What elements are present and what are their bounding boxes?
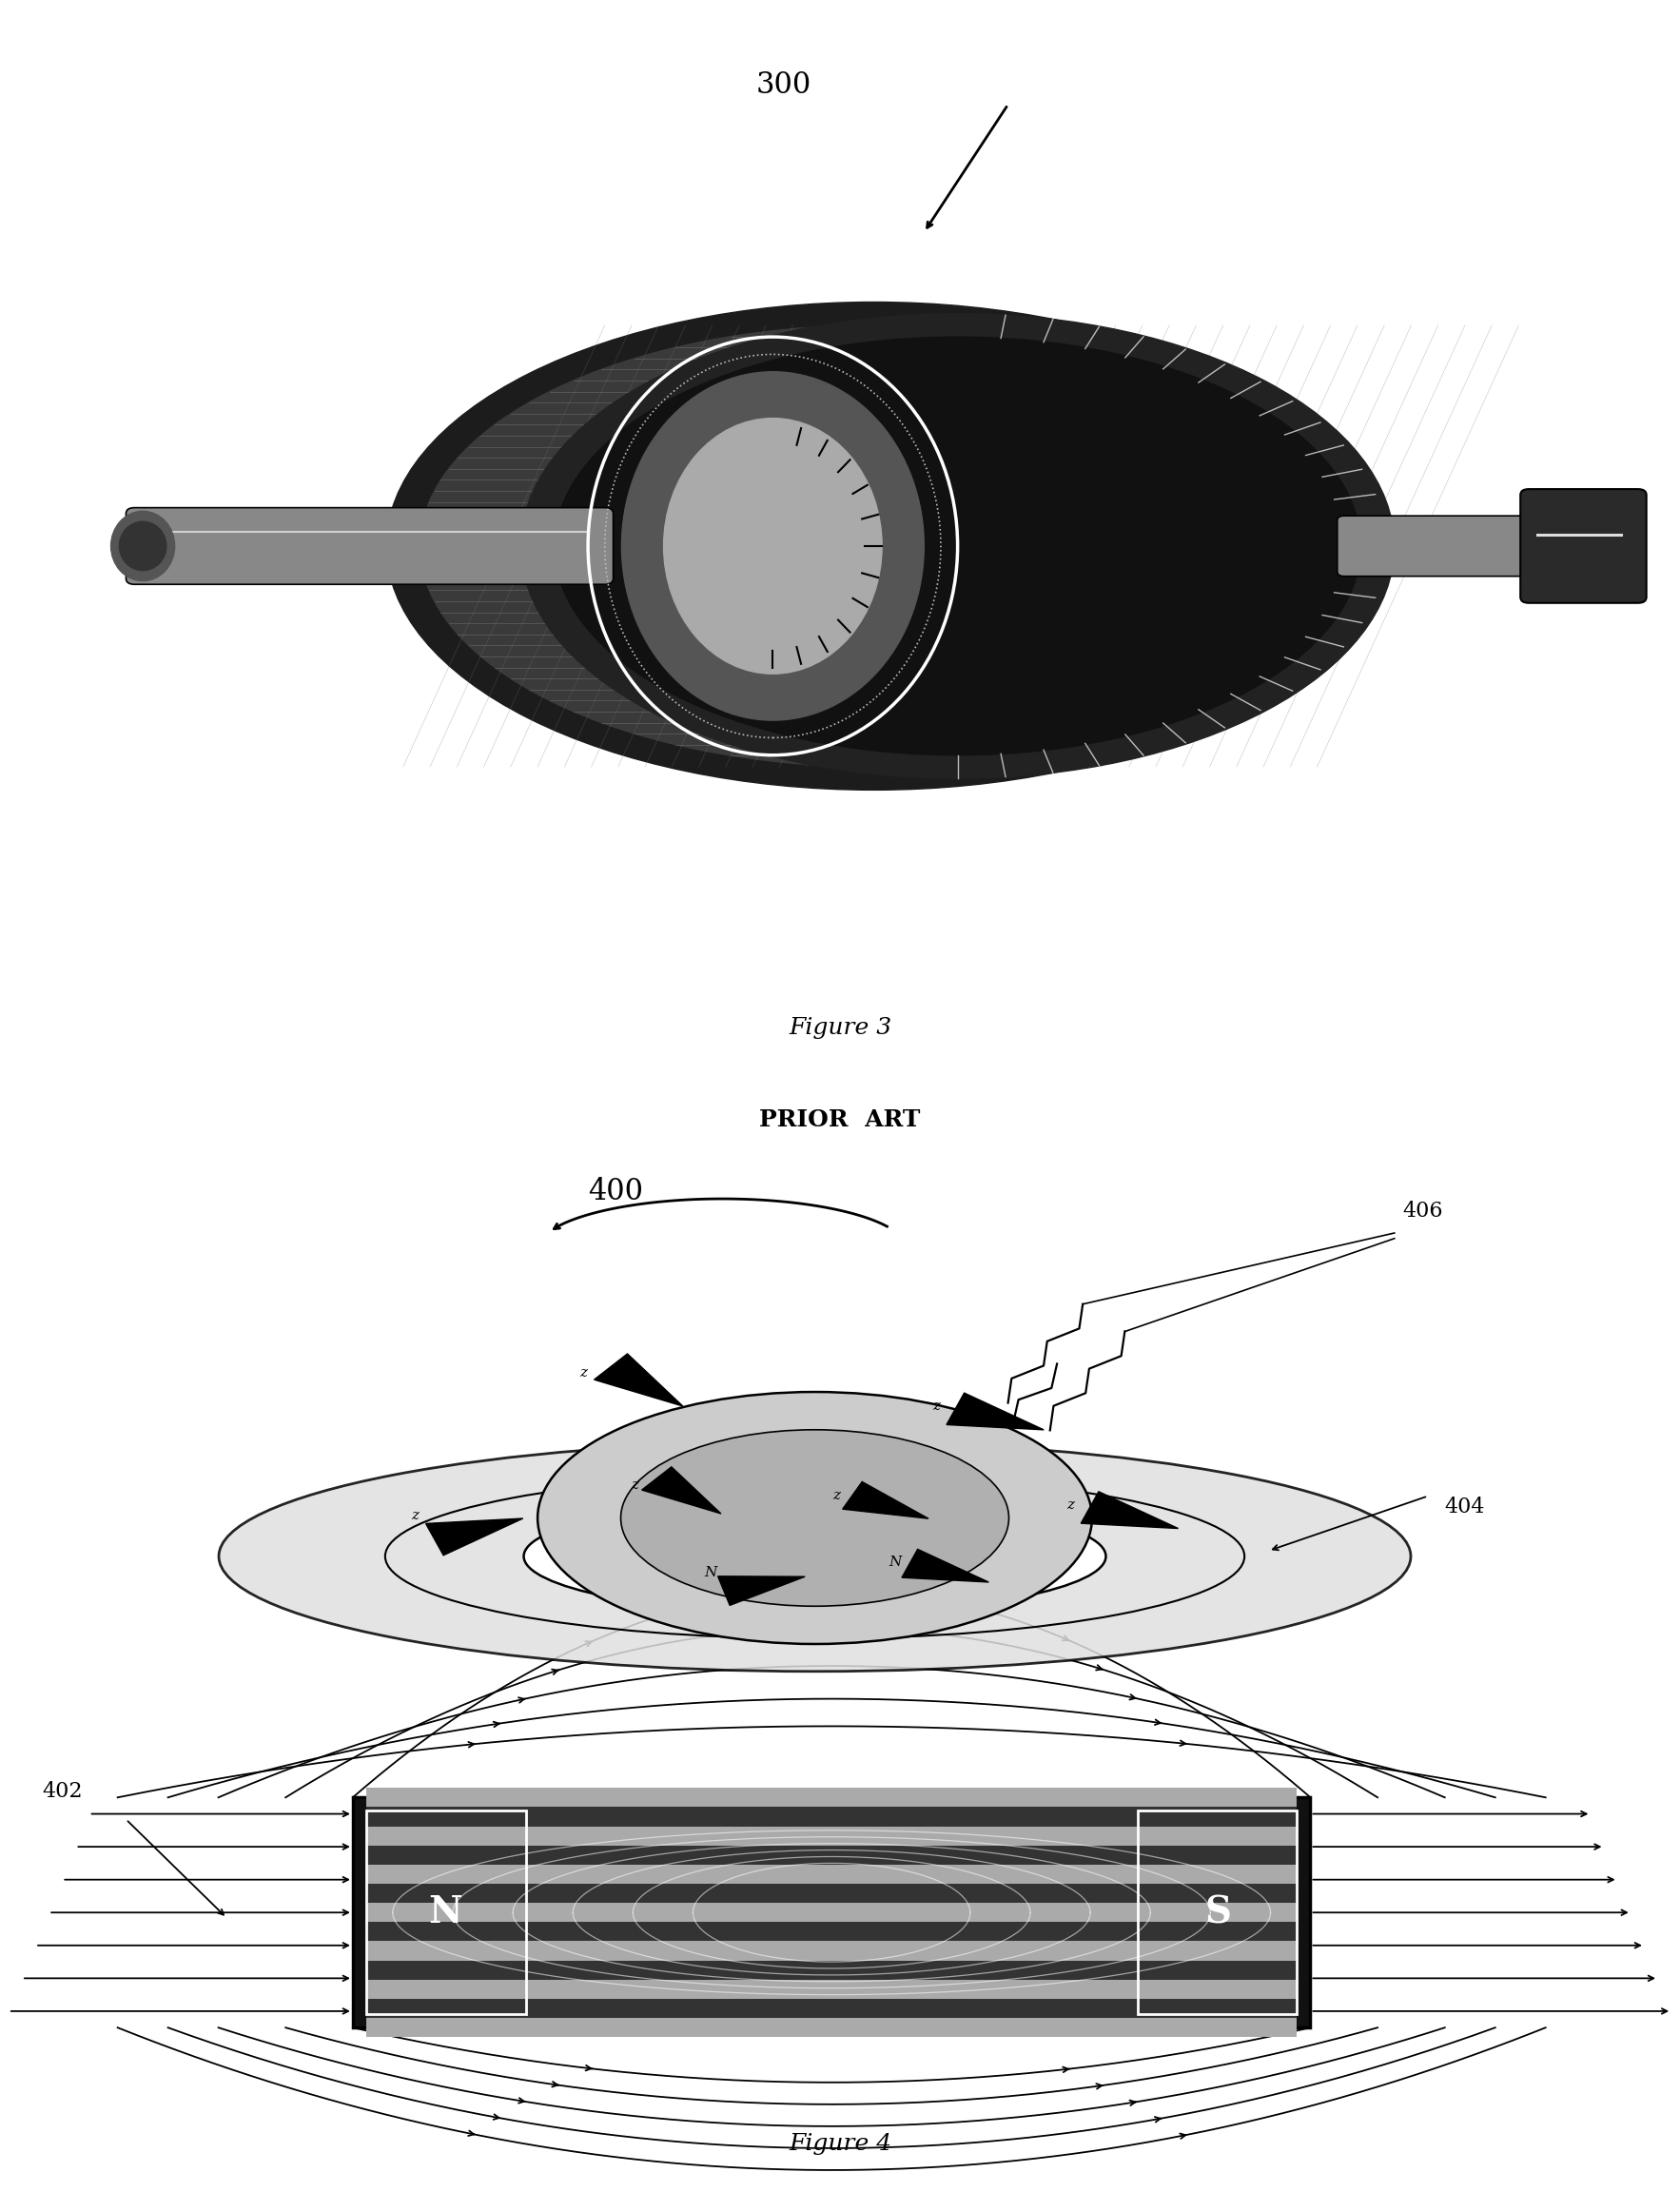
Polygon shape <box>946 1392 1043 1429</box>
Ellipse shape <box>420 324 1327 767</box>
Bar <box>366 1806 1297 1826</box>
FancyBboxPatch shape <box>126 509 613 585</box>
Bar <box>366 1811 526 2014</box>
Text: S: S <box>1205 1894 1231 1931</box>
Bar <box>366 1922 1297 1942</box>
Bar <box>353 1797 1310 2028</box>
Text: z: z <box>932 1398 939 1414</box>
Bar <box>1137 1811 1297 2014</box>
Bar <box>366 1960 1297 1979</box>
Polygon shape <box>595 1355 682 1405</box>
Text: z: z <box>833 1488 840 1504</box>
Polygon shape <box>642 1466 721 1515</box>
Bar <box>366 1865 1297 1883</box>
Ellipse shape <box>386 302 1361 789</box>
Text: 404: 404 <box>1445 1497 1485 1517</box>
Bar <box>366 1979 1297 1999</box>
FancyBboxPatch shape <box>1520 489 1646 603</box>
Text: PRIOR  ART: PRIOR ART <box>759 1109 921 1131</box>
Ellipse shape <box>538 1392 1092 1644</box>
Ellipse shape <box>524 1499 1105 1613</box>
Text: N: N <box>428 1894 462 1931</box>
Bar <box>366 2019 1297 2036</box>
Text: N: N <box>704 1565 717 1580</box>
Bar <box>366 1826 1297 1846</box>
Ellipse shape <box>521 313 1394 778</box>
FancyBboxPatch shape <box>1337 515 1569 576</box>
Bar <box>366 1789 1297 1806</box>
Ellipse shape <box>622 1429 1008 1607</box>
Text: z: z <box>580 1366 586 1381</box>
Bar <box>366 1903 1297 1922</box>
Polygon shape <box>717 1576 805 1605</box>
Text: 402: 402 <box>42 1782 82 1802</box>
Text: 400: 400 <box>588 1177 643 1208</box>
Text: 300: 300 <box>756 70 811 99</box>
Text: z: z <box>1067 1497 1074 1512</box>
Ellipse shape <box>554 338 1361 754</box>
Text: N: N <box>889 1554 902 1569</box>
Polygon shape <box>425 1519 522 1556</box>
Text: z: z <box>632 1477 638 1493</box>
Polygon shape <box>1080 1491 1178 1528</box>
Ellipse shape <box>218 1442 1411 1670</box>
Text: Figure 3: Figure 3 <box>788 1017 892 1039</box>
Bar <box>366 1942 1297 1960</box>
Polygon shape <box>843 1482 929 1519</box>
Ellipse shape <box>119 522 166 570</box>
Bar <box>366 1883 1297 1903</box>
Text: 406: 406 <box>1403 1201 1443 1221</box>
Text: Figure 4: Figure 4 <box>788 2133 892 2155</box>
Polygon shape <box>902 1550 988 1583</box>
Ellipse shape <box>622 373 924 721</box>
Bar <box>366 1999 1297 2019</box>
Ellipse shape <box>664 419 882 673</box>
Bar <box>366 1846 1297 1865</box>
Text: z: z <box>412 1508 418 1523</box>
Ellipse shape <box>111 511 175 581</box>
